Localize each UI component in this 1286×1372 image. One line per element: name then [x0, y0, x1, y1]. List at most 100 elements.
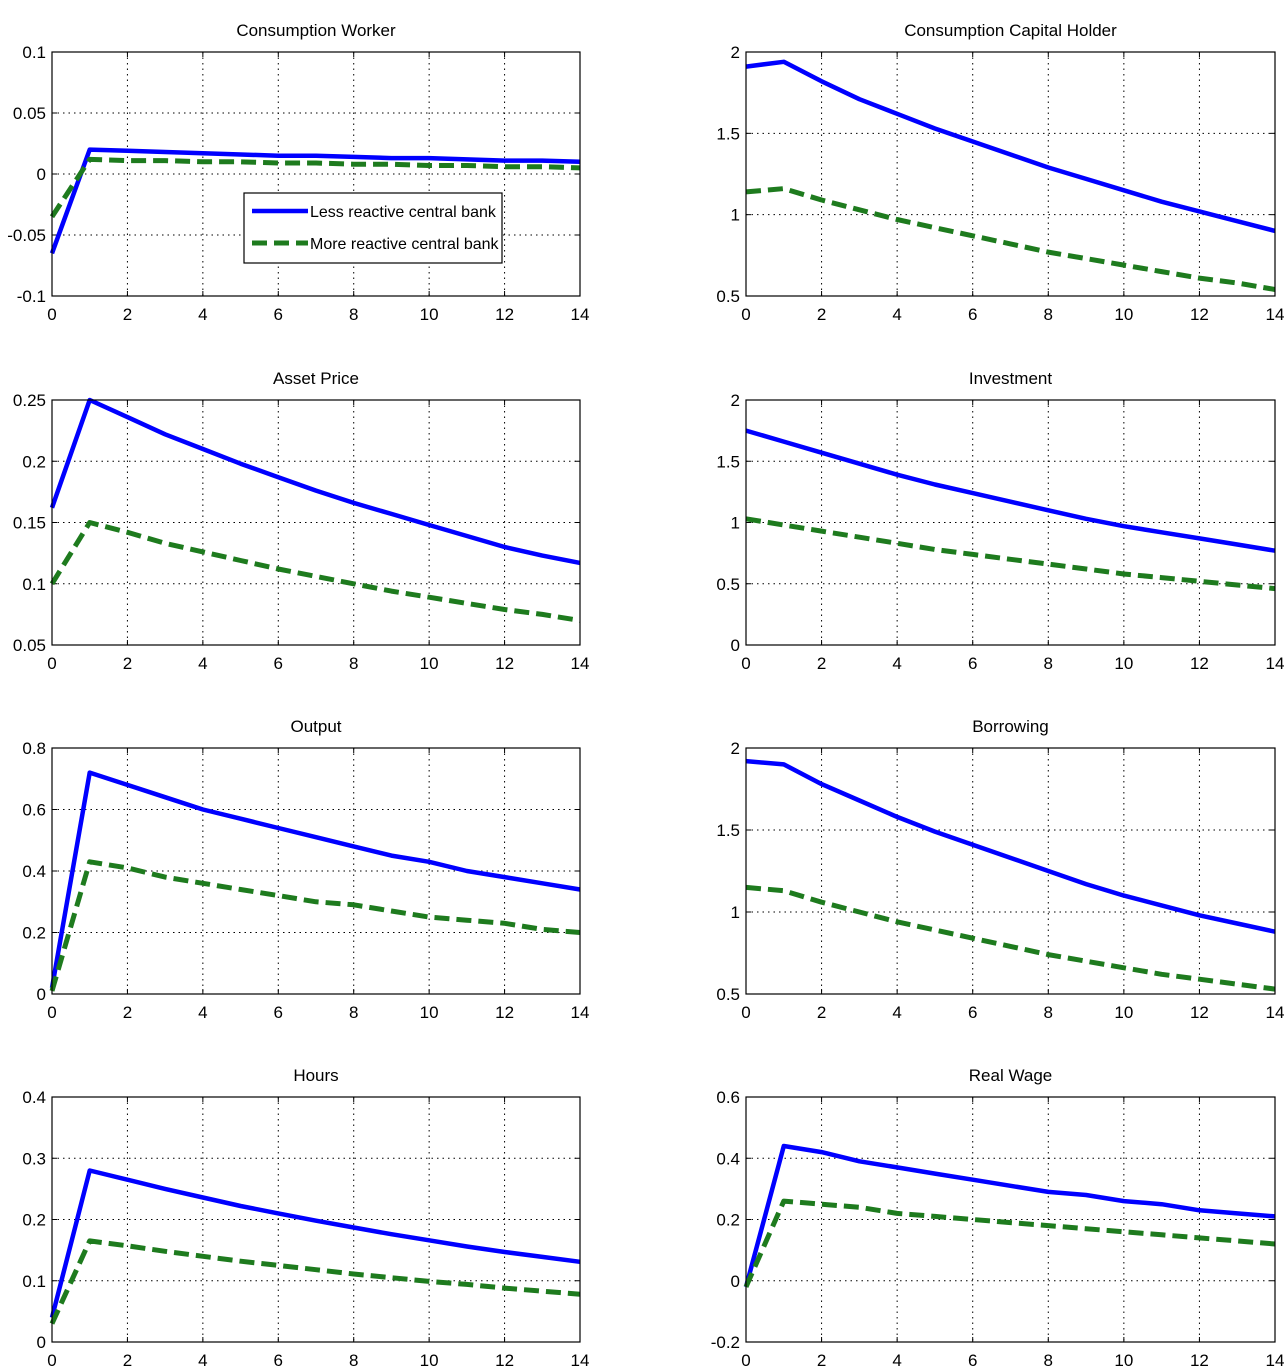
x-tick-label: 14: [571, 654, 590, 673]
series-line-less-reactive: [49, 397, 581, 566]
x-tick-label: 6: [968, 1003, 977, 1022]
x-tick-label: 2: [123, 1351, 132, 1370]
x-tick-label: 2: [817, 305, 826, 324]
axes-frame: [745, 51, 1276, 297]
x-tick-label: 6: [968, 1351, 977, 1370]
plot-area: [746, 52, 1275, 296]
y-tick-label: -0.2: [711, 1333, 740, 1352]
x-tick-label: 12: [495, 305, 514, 324]
x-tick-label: 6: [968, 654, 977, 673]
x-tick-label: 10: [1114, 305, 1133, 324]
x-tick-label: 6: [274, 1351, 283, 1370]
y-tick-label: 0: [731, 636, 740, 655]
y-tick-label: 1.5: [716, 452, 740, 471]
y-tick-label: 0.05: [13, 104, 46, 123]
x-tick-label: 4: [198, 1351, 207, 1370]
series-line-more-reactive: [745, 884, 1276, 992]
y-tick-label: 0.2: [22, 924, 46, 943]
axes-frame: [51, 747, 581, 995]
y-tick-label: 0.4: [716, 1149, 740, 1168]
y-tick-label: 0.6: [22, 801, 46, 820]
series-line-more-reactive: [745, 516, 1276, 592]
y-tick-label: 1.5: [716, 124, 740, 143]
y-tick-label: 1: [731, 903, 740, 922]
x-tick-label: 10: [1114, 654, 1133, 673]
chart-panel: Investment 0 2 4 6 8 10 12 14 0 0.5 1 1.5 2: [716, 369, 1284, 673]
x-tick-label: 8: [349, 305, 358, 324]
axes-frame: [51, 399, 581, 646]
x-tick-label: 0: [741, 654, 750, 673]
series-line-more-reactive: [49, 156, 581, 219]
x-tick-label: 10: [420, 1003, 439, 1022]
chart-title: Output: [290, 717, 341, 736]
x-tick-label: 4: [892, 1351, 901, 1370]
x-tick-label: 0: [47, 1003, 56, 1022]
y-tick-label: 1: [731, 206, 740, 225]
series-line-less-reactive: [745, 758, 1276, 934]
y-tick-label: -0.05: [7, 226, 46, 245]
x-tick-label: 0: [47, 654, 56, 673]
chart-title: Real Wage: [969, 1066, 1052, 1085]
x-tick-label: 14: [571, 1351, 590, 1370]
series-line-more-reactive: [743, 1198, 1276, 1288]
x-tick-label: 8: [349, 654, 358, 673]
series-line-less-reactive: [745, 428, 1276, 553]
y-tick-label: 0.05: [13, 636, 46, 655]
y-tick-label: 0: [731, 1272, 740, 1291]
chart-title: Asset Price: [273, 369, 359, 388]
chart-title: Consumption Capital Holder: [904, 21, 1117, 40]
x-tick-label: 14: [1266, 305, 1285, 324]
chart-title: Consumption Worker: [236, 21, 396, 40]
axes-frame: [51, 51, 581, 297]
y-tick-label: 0.1: [22, 575, 46, 594]
x-tick-label: 12: [495, 654, 514, 673]
x-tick-label: 10: [420, 1351, 439, 1370]
y-tick-label: 0: [37, 165, 46, 184]
x-tick-label: 0: [741, 1351, 750, 1370]
x-tick-label: 12: [495, 1003, 514, 1022]
chart-panel: Asset Price 0 2 4 6 8 10 12 14 0.05 0.1 0.15 0.2 0.25: [13, 369, 590, 673]
y-tick-label: 0.6: [716, 1088, 740, 1107]
axes-frame: [51, 1096, 581, 1343]
series-line-less-reactive: [49, 147, 581, 255]
x-tick-label: 10: [1114, 1003, 1133, 1022]
x-tick-label: 8: [1044, 1003, 1053, 1022]
x-tick-label: 10: [1114, 1351, 1133, 1370]
legend-box: [243, 192, 503, 264]
x-tick-label: 0: [47, 1351, 56, 1370]
x-tick-label: 6: [274, 1003, 283, 1022]
chart-title: Investment: [969, 369, 1052, 388]
y-tick-label: 0: [37, 1333, 46, 1352]
x-tick-label: 2: [123, 305, 132, 324]
x-tick-label: 4: [892, 654, 901, 673]
y-tick-label: 0.5: [716, 287, 740, 306]
legend: Less reactive central bank More reactive …: [243, 192, 503, 264]
y-tick-label: 0.5: [716, 575, 740, 594]
x-tick-label: 14: [1266, 654, 1285, 673]
y-tick-label: 0.2: [22, 1211, 46, 1230]
series-line-less-reactive: [49, 1168, 581, 1319]
x-tick-label: 2: [123, 654, 132, 673]
y-tick-label: 2: [731, 391, 740, 410]
y-tick-label: 1.5: [716, 821, 740, 840]
y-tick-label: 0.8: [22, 739, 46, 758]
series-line-more-reactive: [49, 520, 581, 623]
y-tick-label: 0.1: [22, 1272, 46, 1291]
x-tick-label: 14: [571, 305, 590, 324]
y-tick-label: 1: [731, 514, 740, 533]
axes-frame: [745, 399, 1276, 646]
x-tick-label: 12: [1190, 654, 1209, 673]
x-tick-label: 10: [420, 305, 439, 324]
y-tick-label: 0.4: [22, 862, 46, 881]
chart-panel: Output 0 2 4 6 8 10 12 14 0 0.2 0.4 0.6 0.8: [22, 717, 589, 1022]
x-tick-label: 4: [198, 305, 207, 324]
legend-label: Less reactive central bank: [310, 204, 497, 221]
series-line-less-reactive: [745, 59, 1276, 234]
x-tick-label: 2: [817, 654, 826, 673]
y-tick-label: 0.15: [13, 514, 46, 533]
x-tick-label: 0: [47, 305, 56, 324]
y-tick-label: -0.1: [17, 287, 46, 306]
x-tick-label: 6: [274, 654, 283, 673]
x-tick-label: 8: [1044, 1351, 1053, 1370]
